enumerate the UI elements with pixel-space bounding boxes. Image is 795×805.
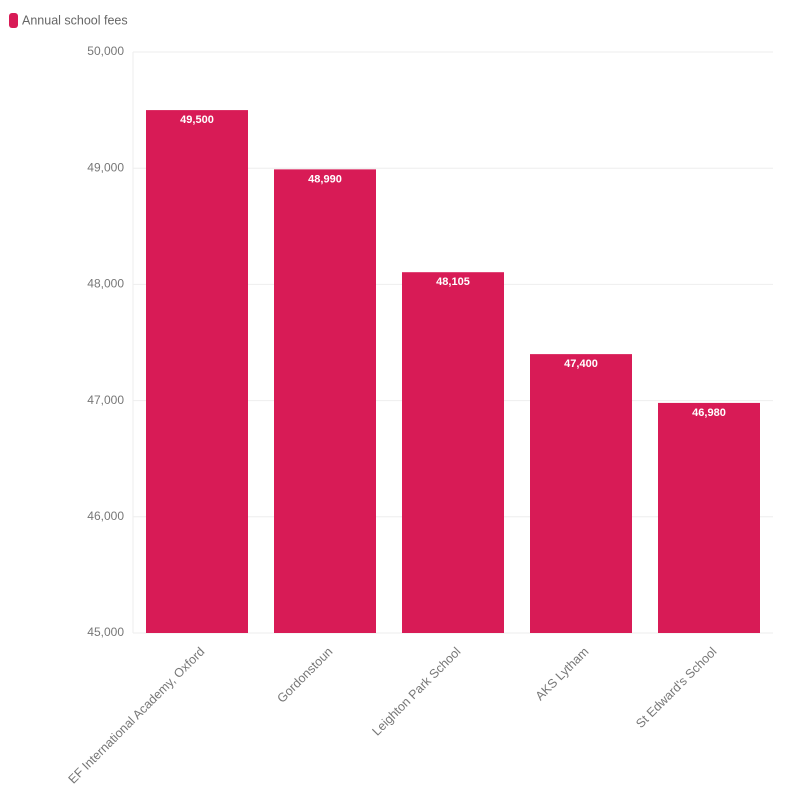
x-tick-label: St Edward's School	[633, 645, 719, 731]
bar	[274, 169, 376, 633]
value-label: 47,400	[564, 358, 598, 370]
x-tick-label: Leighton Park School	[370, 645, 464, 739]
value-label: 48,105	[436, 276, 470, 288]
y-tick-label: 46,000	[87, 509, 124, 523]
x-tick-label: Gordonstoun	[274, 645, 335, 706]
bar	[146, 110, 248, 634]
bar	[658, 402, 760, 633]
x-tick-label: AKS Lytham	[533, 645, 592, 704]
value-label: 49,500	[180, 114, 214, 126]
y-tick-label: 48,000	[87, 277, 124, 291]
y-tick-label: 49,000	[87, 160, 124, 174]
y-tick-label: 50,000	[87, 44, 124, 58]
bar	[402, 272, 504, 633]
x-tick-label: EF International Academy, Oxford	[66, 645, 208, 787]
legend-label: Annual school fees	[22, 13, 128, 27]
y-tick-label: 47,000	[87, 393, 124, 407]
legend-swatch	[9, 13, 18, 28]
value-label: 48,990	[308, 173, 342, 185]
value-label: 46,980	[692, 407, 726, 419]
y-tick-label: 45,000	[87, 625, 124, 639]
bar	[530, 354, 632, 633]
